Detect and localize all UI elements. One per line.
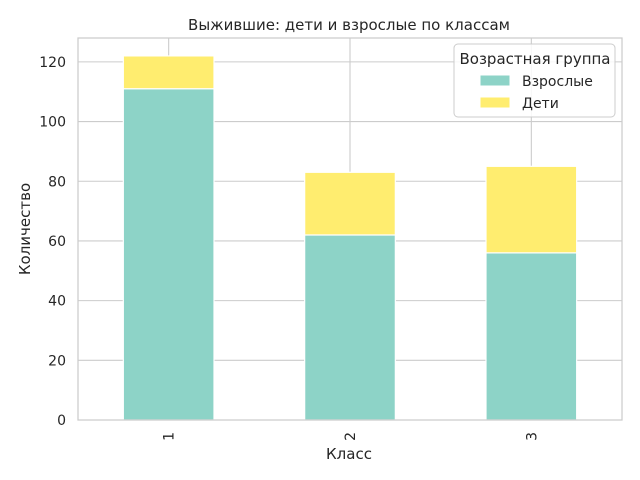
x-tick-label: 3	[524, 432, 540, 441]
legend-label-adults: Взрослые	[522, 74, 593, 90]
y-tick-labels: 0 20 40 60 80 100 120	[39, 55, 66, 429]
x-axis-title: Класс	[326, 445, 372, 463]
y-tick-label: 20	[48, 353, 66, 369]
bar-adults-class-2	[304, 234, 396, 421]
y-tick-label: 80	[48, 174, 66, 190]
x-tick-labels: 1 2 3	[162, 432, 541, 441]
bar-children-class-1	[122, 55, 215, 90]
y-tick-label: 0	[57, 413, 66, 429]
y-tick-label: 40	[48, 294, 66, 310]
y-tick-label: 120	[39, 55, 66, 71]
legend-label-children: Дети	[522, 96, 559, 112]
legend-items: Взрослые Дети	[479, 74, 593, 112]
legend-title: Возрастная группа	[459, 50, 610, 68]
plot-frame	[77, 37, 623, 421]
chart-title: Выжившие: дети и взрослые по классам	[188, 16, 510, 34]
y-tick-label: 60	[48, 234, 66, 250]
legend-swatch-adults	[479, 74, 511, 87]
bar-adults-class-3	[485, 252, 578, 421]
bar-children-class-2	[304, 171, 396, 236]
x-tick-label: 1	[162, 432, 178, 441]
x-tick-label: 2	[343, 432, 359, 441]
y-tick-label: 100	[39, 115, 66, 131]
y-axis-title: Количество	[16, 183, 34, 275]
legend-swatch-children	[479, 96, 511, 109]
bar-adults-class-1	[122, 88, 215, 421]
bar-children-class-3	[485, 165, 578, 254]
legend: Возрастная группа Взрослые Дети	[453, 43, 616, 118]
